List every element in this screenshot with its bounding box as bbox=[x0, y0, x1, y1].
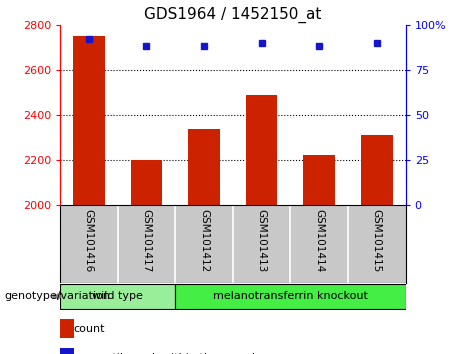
Bar bbox=[175, 284, 406, 309]
Text: percentile rank within the sample: percentile rank within the sample bbox=[74, 353, 262, 354]
Title: GDS1964 / 1452150_at: GDS1964 / 1452150_at bbox=[144, 7, 321, 23]
Bar bbox=[246, 95, 278, 205]
Bar bbox=[130, 160, 162, 205]
Text: GSM101413: GSM101413 bbox=[257, 209, 266, 273]
Bar bbox=[60, 348, 74, 354]
Bar bbox=[60, 319, 74, 338]
Text: GSM101414: GSM101414 bbox=[314, 209, 324, 273]
Bar bbox=[188, 129, 220, 205]
Text: melanotransferrin knockout: melanotransferrin knockout bbox=[213, 291, 368, 302]
Text: count: count bbox=[74, 324, 105, 334]
Text: GSM101415: GSM101415 bbox=[372, 209, 382, 273]
Text: GSM101417: GSM101417 bbox=[142, 209, 151, 273]
Bar bbox=[361, 135, 393, 205]
Bar bbox=[303, 155, 335, 205]
Bar bbox=[60, 284, 175, 309]
Text: wild type: wild type bbox=[92, 291, 143, 302]
Bar bbox=[73, 36, 105, 205]
Text: GSM101412: GSM101412 bbox=[199, 209, 209, 273]
Text: GSM101416: GSM101416 bbox=[84, 209, 94, 273]
Text: genotype/variation: genotype/variation bbox=[5, 291, 111, 302]
